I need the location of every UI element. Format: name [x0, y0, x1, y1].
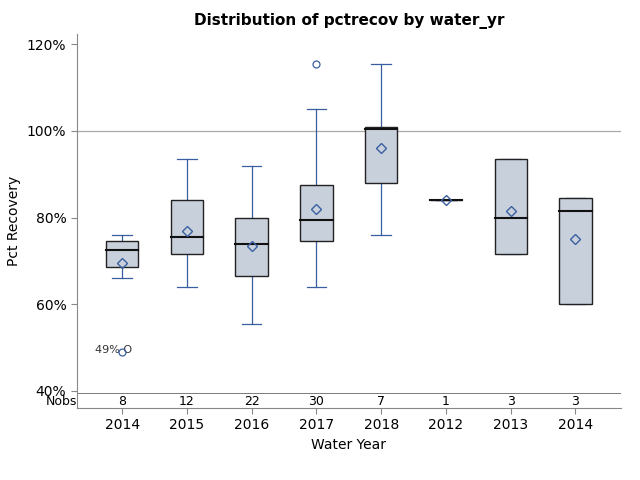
Text: 1: 1 — [442, 395, 450, 408]
Text: 8: 8 — [118, 395, 126, 408]
Text: 22: 22 — [244, 395, 260, 408]
Text: 7: 7 — [377, 395, 385, 408]
FancyBboxPatch shape — [300, 185, 333, 241]
Text: 3: 3 — [572, 395, 579, 408]
FancyBboxPatch shape — [495, 159, 527, 254]
FancyBboxPatch shape — [559, 198, 591, 304]
Text: 30: 30 — [308, 395, 324, 408]
Title: Distribution of pctrecov by water_yr: Distribution of pctrecov by water_yr — [193, 13, 504, 29]
FancyBboxPatch shape — [365, 127, 397, 183]
Text: 3: 3 — [507, 395, 515, 408]
Text: 49% O: 49% O — [95, 345, 132, 355]
Text: Nobs: Nobs — [45, 395, 77, 408]
FancyBboxPatch shape — [106, 241, 138, 267]
Y-axis label: Pct Recovery: Pct Recovery — [7, 176, 21, 266]
FancyBboxPatch shape — [171, 200, 203, 254]
FancyBboxPatch shape — [236, 217, 268, 276]
Text: 12: 12 — [179, 395, 195, 408]
X-axis label: Water Year: Water Year — [311, 438, 387, 452]
